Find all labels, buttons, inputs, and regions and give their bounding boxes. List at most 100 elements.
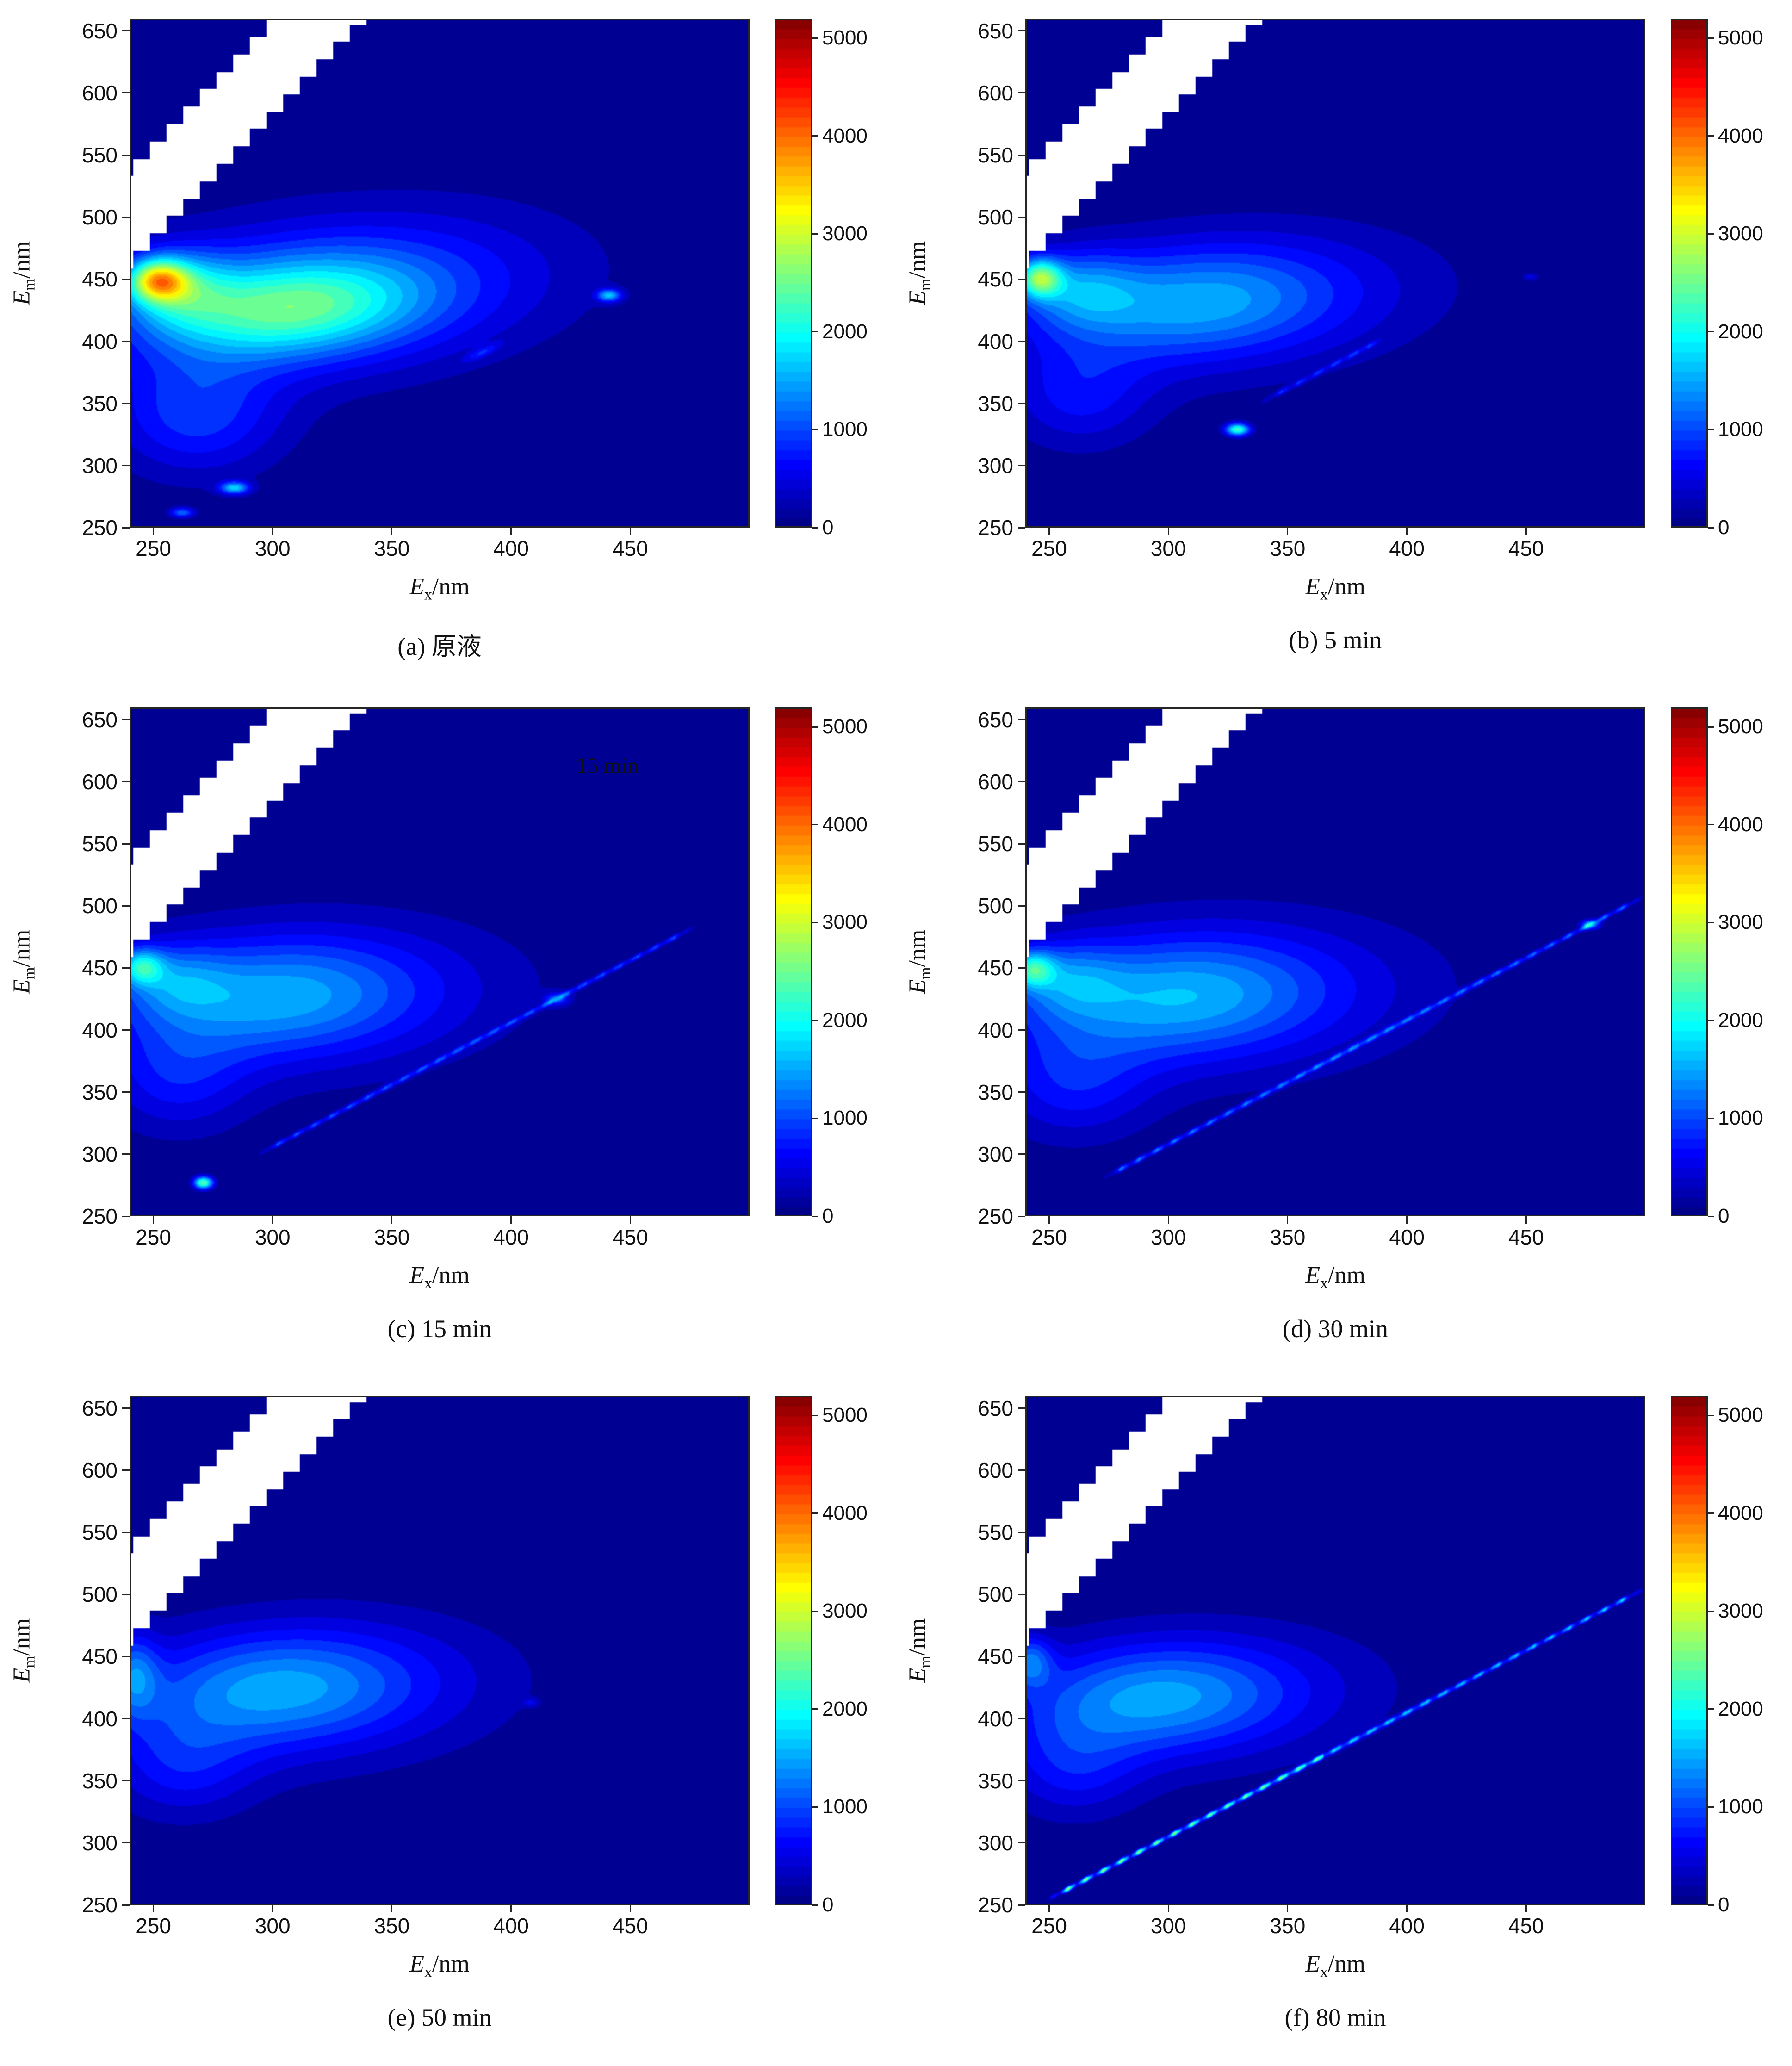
x-tick-mark [1048,1216,1050,1224]
colorbar-tick-mark [1708,135,1714,137]
colorbar-canvas [775,19,812,528]
x-axis-variable: E [409,573,424,600]
colorbar-tick-mark [1708,1512,1714,1514]
x-tick-label: 300 [254,1225,291,1249]
x-tick-mark [1287,1216,1289,1224]
x-tick-label: 250 [136,1225,171,1249]
x-tick-mark [629,1216,631,1224]
y-tick-mark [122,1718,130,1720]
y-tick-mark [122,216,130,218]
y-tick-mark [1018,843,1025,845]
colorbar-tick-mark [812,331,818,333]
colorbar-tick-mark [1708,921,1714,923]
colorbar: 0 1000 2000 3000 4000 5000 [1671,1396,1763,1916]
panel-caption: (e) 50 min [387,2004,492,2031]
x-tick-label: 300 [254,536,291,560]
y-tick-mark [122,30,130,32]
colorbar-tick-mark [1708,233,1714,235]
colorbar-tick-mark [812,527,818,529]
y-tick-mark [1018,1842,1025,1844]
y-tick-label: 400 [82,329,118,354]
colorbar-tick-label: 2000 [822,1008,868,1032]
colorbar-tick-label: 4000 [1718,124,1763,147]
y-tick-mark [122,1091,130,1093]
y-tick-mark [122,781,130,783]
colorbar-tick-label: 2000 [1718,320,1763,343]
panel-caption: (f) 80 min [1284,2004,1386,2031]
x-tick-mark [1406,1905,1408,1912]
x-tick-mark [1167,528,1169,535]
x-tick-mark [272,1216,273,1224]
x-tick-mark [153,528,155,535]
y-tick-label: 250 [978,1893,1013,1917]
eem-panel-d: Em/nm 250 300 350 400 450 250 300 350 400 450 500 5… [896,689,1792,1377]
y-tick-mark [1018,1029,1025,1031]
y-tick-label: 250 [82,516,118,540]
colorbar-tick-label: 0 [1718,516,1730,539]
x-tick-mark [510,528,512,535]
eem-panel-b: Em/nm 250 300 350 400 450 250 300 350 400 450 500 5… [896,0,1792,689]
x-tick-label: 250 [1031,1914,1067,1938]
y-tick-mark [1018,1091,1025,1093]
y-tick-mark [1018,967,1025,969]
eem-panel-e: Em/nm 250 300 350 400 450 250 300 350 400 450 500 5… [0,1377,896,2066]
y-tick-mark [122,719,130,721]
x-axis-variable: E [409,1262,424,1288]
y-tick-mark [1018,278,1025,280]
eem-contour-canvas [130,1396,750,1905]
colorbar-tick-label: 1000 [1718,1107,1763,1130]
y-tick-label: 600 [978,81,1013,105]
y-axis-subscript: m [21,278,38,291]
y-tick-label: 300 [82,1142,118,1166]
y-tick-label: 450 [82,1644,118,1669]
x-tick-mark [1525,528,1527,535]
colorbar-tick-mark [812,1117,818,1119]
colorbar-canvas [1671,707,1708,1216]
x-tick-label: 250 [1031,536,1067,560]
x-tick-label: 400 [493,1225,529,1249]
y-axis-unit: /nm [904,1618,930,1656]
y-tick-label: 500 [82,205,118,230]
y-tick-mark [122,1215,130,1217]
x-tick-mark [1287,528,1289,535]
plot-area: 250 300 350 400 450 250 300 350 400 450 500 550 600 6… [978,19,1645,560]
y-tick-mark [122,1593,130,1595]
x-tick-label: 400 [493,1914,529,1938]
y-axis-unit: /nm [8,241,35,279]
y-tick-label: 650 [82,19,118,43]
x-axis-label: Ex/nm [130,573,750,604]
x-tick-mark [1048,528,1050,535]
y-axis-unit: /nm [904,241,930,279]
y-axis-subscript: m [917,1655,934,1668]
y-tick-mark [1018,216,1025,218]
x-axis-subscript: x [1320,1275,1328,1292]
x-axis-subscript: x [424,1275,432,1292]
colorbar-tick-label: 0 [822,516,834,539]
plot-area: 250 300 350 400 450 250 300 350 400 450 500 550 600 6… [978,707,1645,1249]
y-axis-unit: /nm [8,1618,35,1656]
colorbar-tick-mark [1708,527,1714,529]
colorbar-tick-mark [812,1708,818,1710]
x-tick-label: 300 [254,1914,291,1938]
plot-area: 250 300 350 400 450 250 300 350 400 450 500 550 600 6… [82,19,750,560]
x-tick-mark [153,1905,155,1912]
y-tick-label: 250 [978,516,1013,540]
y-axis-subscript: m [21,1655,38,1668]
colorbar-tick-mark [1708,726,1714,728]
y-tick-mark [1018,465,1025,467]
y-axis-variable: E [8,290,35,305]
x-axis-variable: E [409,1951,424,1977]
x-tick-label: 250 [136,536,171,560]
y-tick-label: 300 [82,1830,118,1855]
y-axis-variable: E [8,979,35,994]
y-tick-mark [122,1655,130,1657]
colorbar-tick-label: 1000 [1718,418,1763,441]
colorbar-tick-label: 4000 [1718,813,1763,836]
y-tick-label: 400 [82,1018,118,1042]
colorbar-tick-label: 4000 [1718,1501,1763,1525]
x-axis-unit: /nm [1327,1951,1365,1977]
y-tick-label: 400 [82,1706,118,1731]
y-tick-label: 500 [82,894,118,918]
colorbar-tick-label: 0 [1718,1893,1730,1916]
